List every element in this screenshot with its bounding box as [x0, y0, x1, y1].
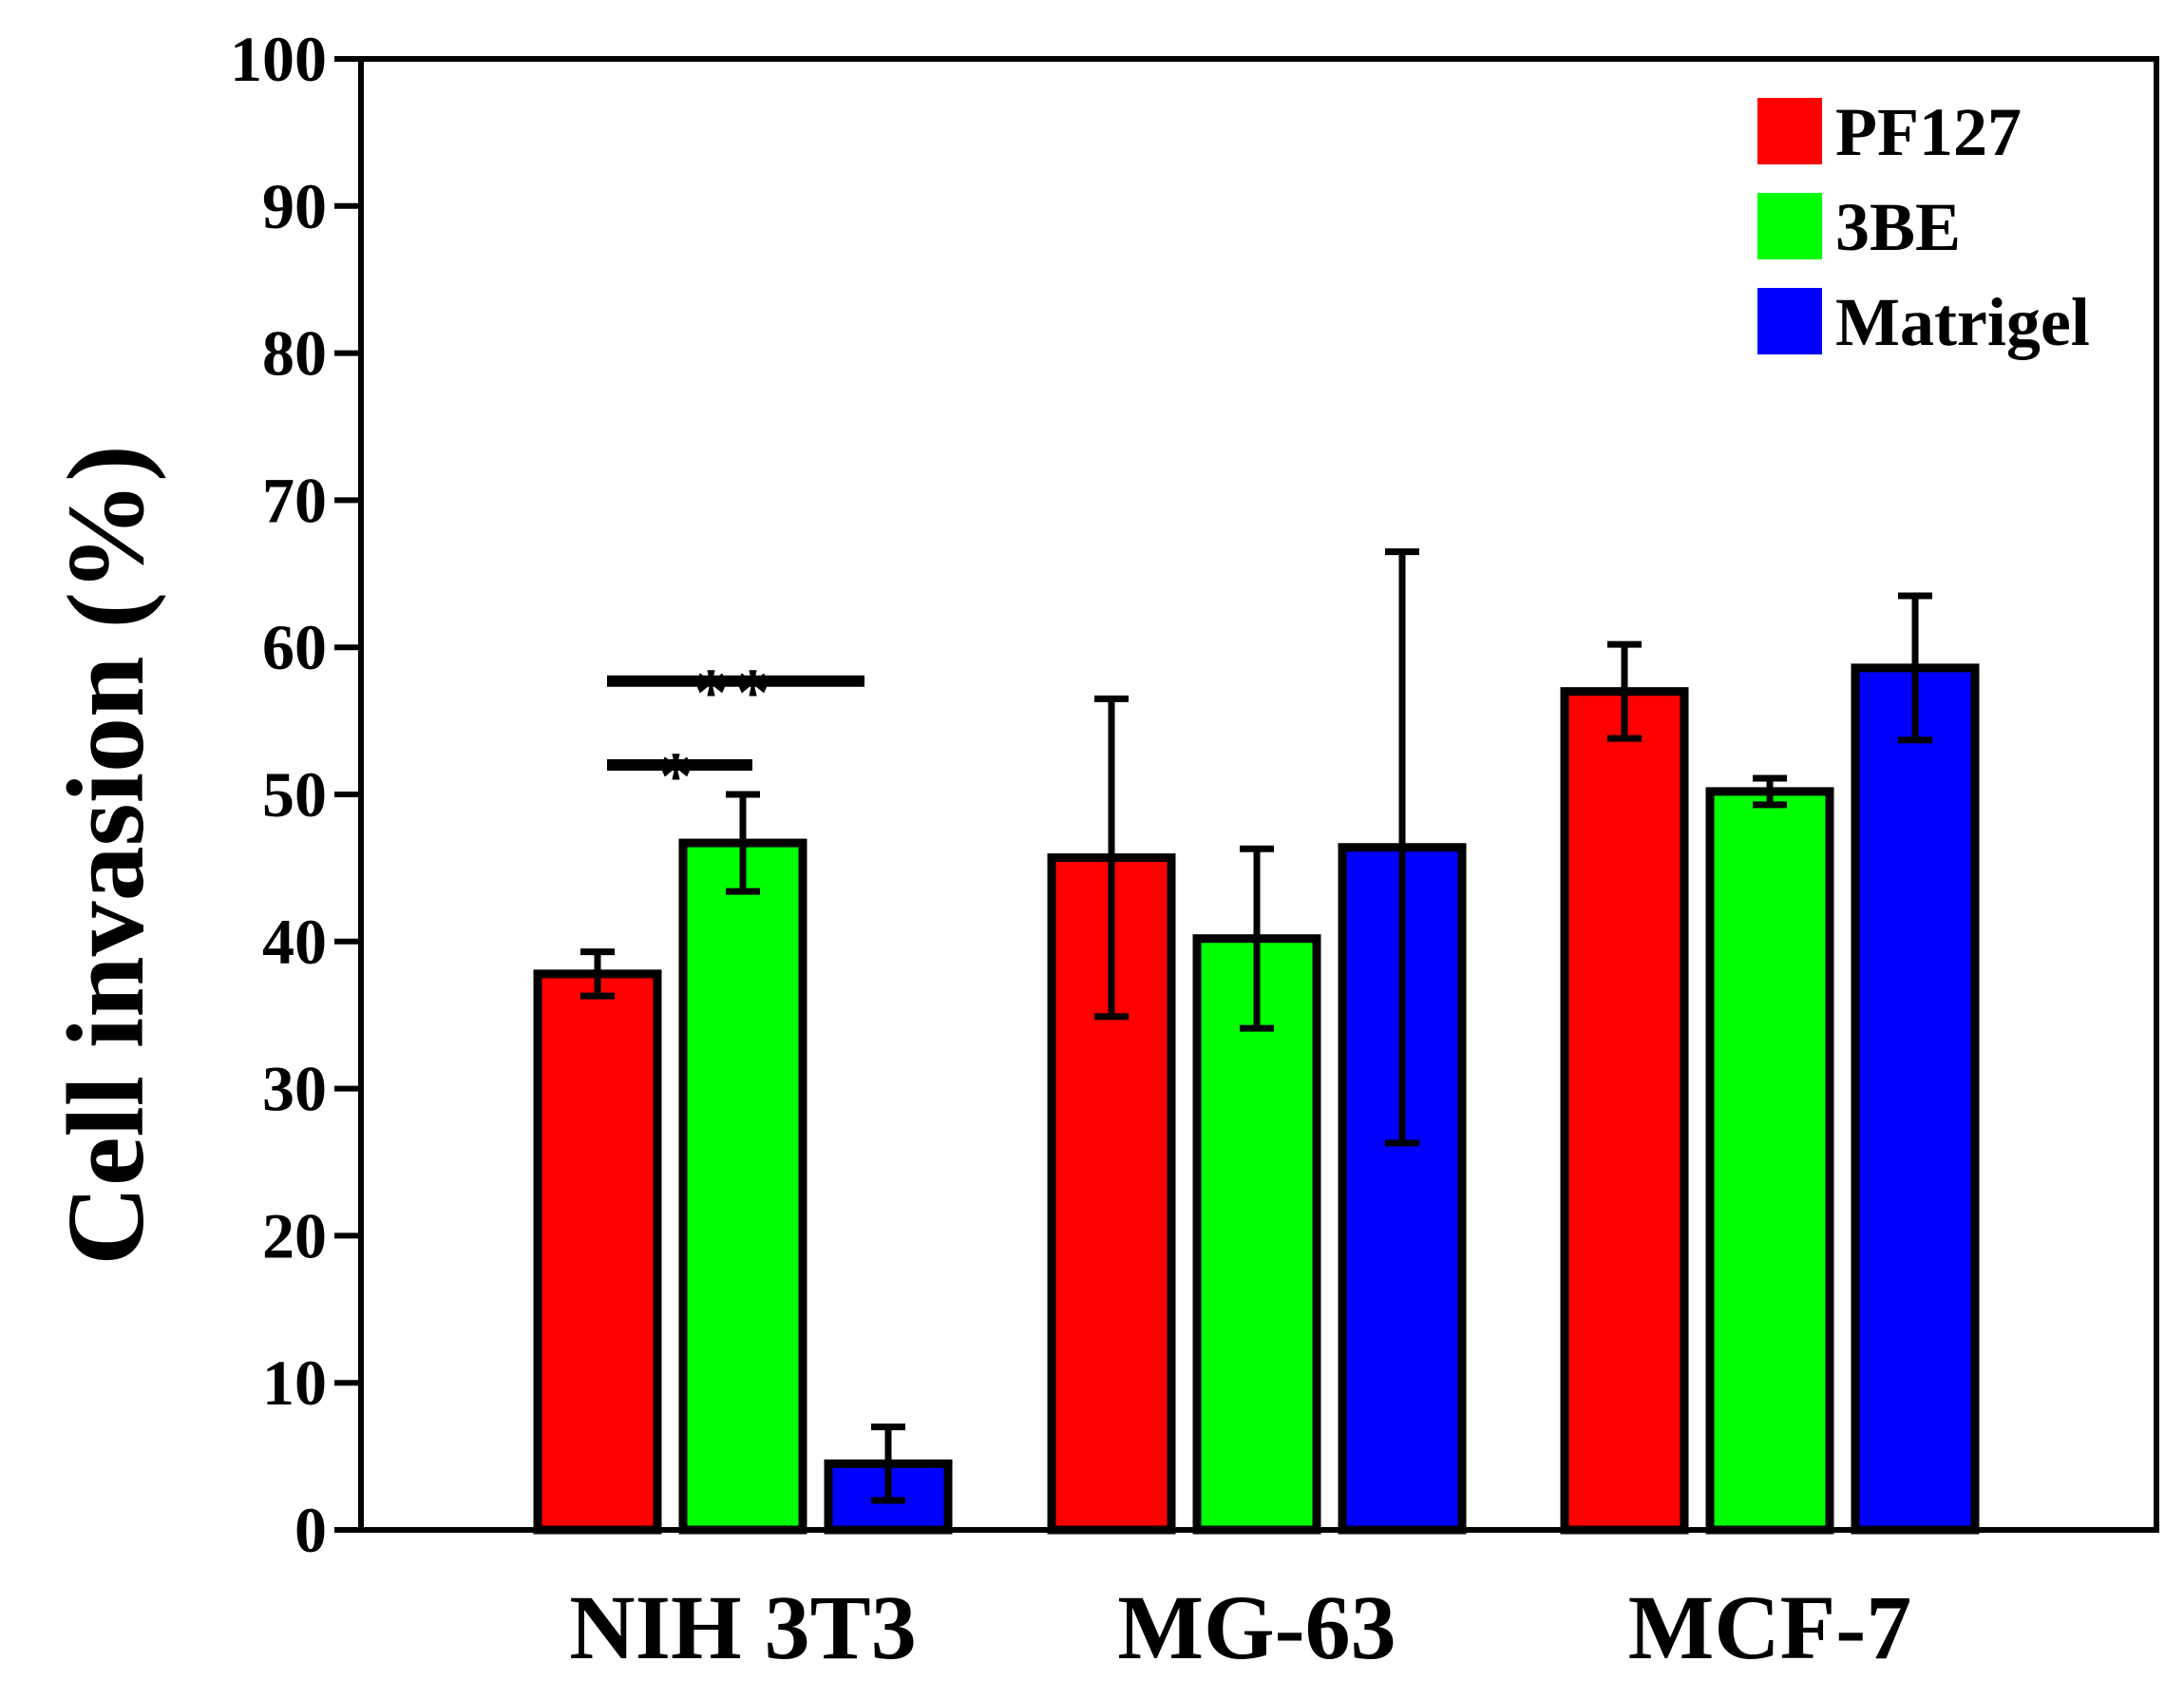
legend: PF127 3BE Matrigel [1757, 94, 2090, 360]
y-tick-label: 70 [262, 464, 327, 536]
y-axis-title: Cell invasion (%) [46, 445, 167, 1266]
y-tick-label: 40 [262, 906, 327, 978]
bar-pf127-nih-3t3 [533, 969, 662, 1535]
x-category-label: NIH 3T3 [569, 1576, 916, 1678]
legend-swatch-matrigel [1757, 288, 1822, 354]
y-tick-label: 100 [230, 23, 327, 95]
error-bars-layer [580, 548, 1932, 1504]
legend-label-matrigel: Matrigel [1835, 284, 2090, 360]
bar-pf127-mg-63 [1047, 853, 1176, 1535]
y-tick-label: 90 [262, 170, 327, 242]
y-axis-ticks: 0 10 20 30 40 50 60 70 80 90 100 [230, 23, 361, 1566]
legend-swatch-3be [1757, 193, 1822, 259]
y-tick-label: 60 [262, 611, 327, 683]
y-tick-label: 50 [262, 758, 327, 831]
x-category-label: MCF-7 [1628, 1576, 1912, 1678]
legend-label-3be: 3BE [1835, 189, 1961, 265]
legend-label-pf127: PF127 [1835, 94, 2022, 170]
bar-3be-mcf-7 [1705, 787, 1834, 1535]
bar-3be-nih-3t3 [678, 838, 807, 1535]
x-category-label: MG-63 [1117, 1576, 1396, 1678]
y-tick-label: 0 [294, 1494, 327, 1566]
y-tick-label: 20 [262, 1199, 327, 1271]
bar-matrigel-mcf-7 [1851, 663, 1980, 1535]
y-tick-label: 10 [262, 1347, 327, 1419]
legend-swatch-pf127 [1757, 98, 1822, 164]
significance-label: * [659, 738, 701, 814]
bar-pf127-mcf-7 [1560, 687, 1689, 1535]
y-tick-label: 30 [262, 1053, 327, 1125]
y-axis-label: Cell invasion (%) [46, 445, 167, 1266]
significance-layer: *** [607, 655, 864, 814]
significance-label: ** [694, 655, 778, 731]
x-axis-categories: NIH 3T3 MG-63 MCF-7 [569, 1576, 1911, 1678]
y-tick-label: 80 [262, 317, 327, 390]
